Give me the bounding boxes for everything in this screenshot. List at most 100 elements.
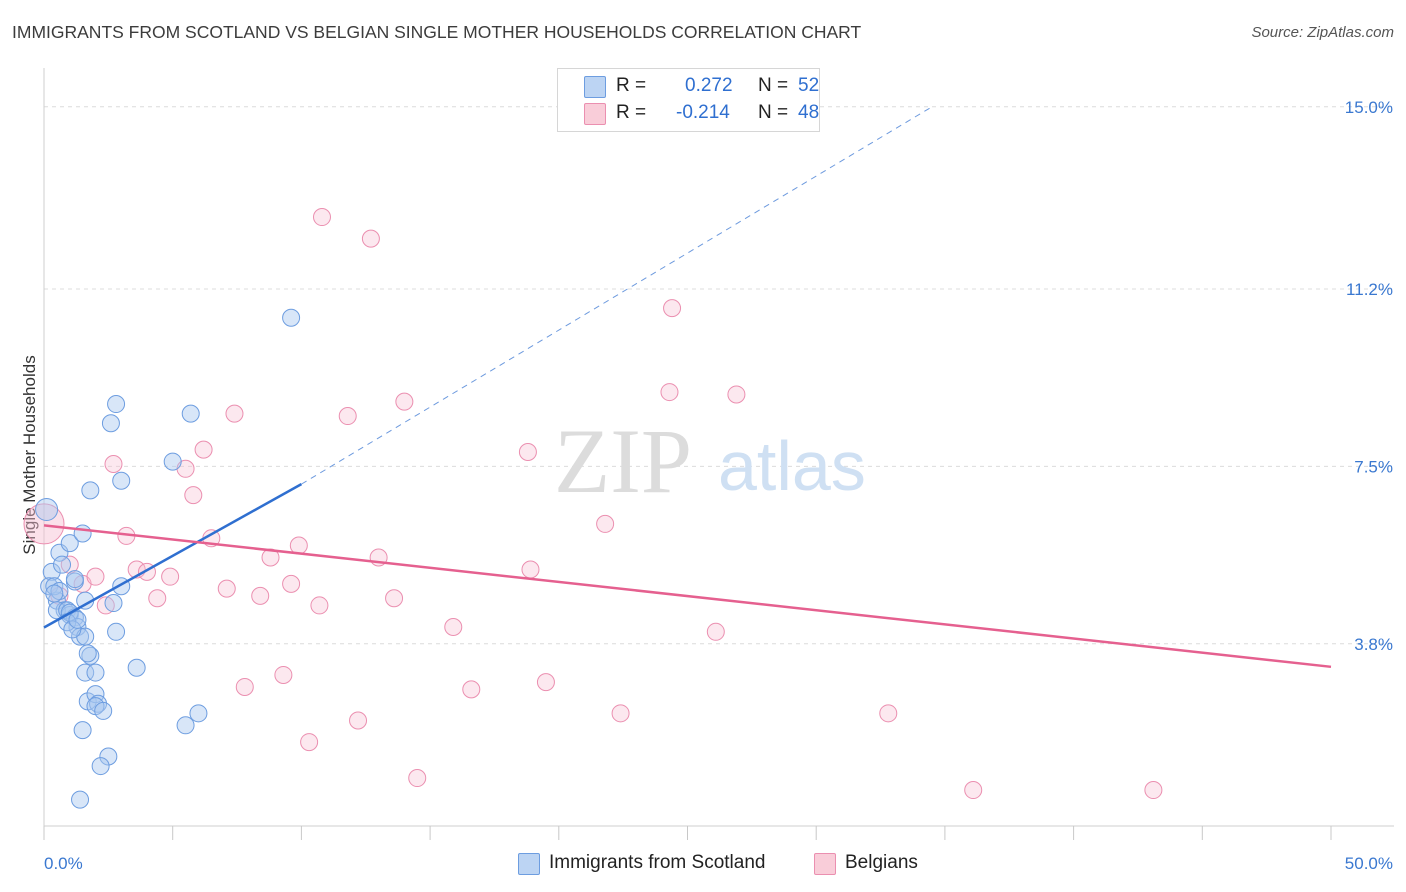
belgians-point [312, 208, 331, 227]
scotland-point [73, 721, 92, 740]
belgians-point [964, 781, 983, 800]
bottom-legend-label: Immigrants from Scotland [549, 852, 766, 873]
scotland-point [71, 790, 90, 809]
belgians-point [289, 536, 308, 555]
belgians-point [23, 503, 65, 545]
belgians-point [251, 586, 270, 605]
belgians-point [596, 514, 615, 533]
belgians-point [349, 711, 368, 730]
scotland-point [107, 622, 126, 641]
scotland-point [101, 414, 120, 433]
scotland-point [63, 620, 82, 639]
scotland-trend-line [43, 483, 303, 629]
belgians-point [261, 548, 280, 567]
x-tick-label: 50.0% [1345, 854, 1393, 873]
belgians-point [395, 392, 414, 411]
scotland-point [73, 524, 92, 543]
scotland-point [42, 562, 61, 581]
scotland-point [45, 584, 64, 603]
belgians-point [235, 677, 254, 696]
legend-n-label: N = [758, 75, 789, 96]
belgians-point [310, 596, 329, 615]
belgians-point [1144, 781, 1163, 800]
scotland-point [181, 404, 200, 423]
belgians-point [86, 567, 105, 586]
y-tick-label: 11.2% [1346, 280, 1393, 299]
belgians-point [104, 454, 123, 473]
belgians-point [148, 589, 167, 608]
scotland-swatch [584, 76, 606, 98]
correlation-legend: R = 0.272 N = 52 R = -0.214 N = 48 [557, 68, 820, 132]
belgians-point [282, 574, 301, 593]
legend-r-label: R = [616, 75, 647, 96]
scotland-point [99, 747, 118, 766]
scotland-point [78, 644, 97, 663]
belgians-point [274, 665, 293, 684]
scotland-point [65, 570, 84, 589]
scotland-point [91, 757, 110, 776]
y-tick-label: 15.0% [1345, 98, 1393, 117]
belgians-point [518, 443, 537, 461]
scotland-point [176, 716, 195, 735]
watermark: ZIP atlas [554, 410, 866, 512]
belgians-point [217, 579, 236, 598]
scotland-point [35, 498, 59, 522]
belgians-point [706, 622, 725, 641]
scotland-point [189, 704, 208, 723]
y-tick-label: 3.8% [1354, 635, 1393, 654]
scotland-swatch [518, 853, 540, 875]
scotland-point [76, 663, 95, 682]
belgians-trend-line [43, 524, 1332, 669]
gridlines [44, 106, 1394, 645]
belgians-point [60, 555, 79, 574]
watermark-atlas: atlas [718, 427, 866, 505]
belgians-point [385, 589, 404, 608]
scotland-points [35, 308, 301, 809]
scotland-point [104, 594, 123, 613]
legend-n-label: N = [758, 102, 789, 123]
bottom-legend-label: Belgians [845, 852, 918, 873]
scotland-point [81, 646, 100, 665]
legend-r-value: 0.272 [685, 75, 733, 96]
scotland-point [127, 658, 146, 677]
y-tick-label: 7.5% [1354, 457, 1393, 476]
scotland-point [112, 471, 131, 490]
belgians-point [194, 440, 213, 459]
belgians-point [444, 618, 463, 637]
belgians-swatch [814, 853, 836, 875]
legend-n-value: 48 [798, 102, 820, 123]
belgians-point [300, 733, 319, 752]
belgians-point [536, 673, 555, 692]
watermark-zip: ZIP [554, 410, 692, 512]
scotland-point [68, 610, 87, 629]
chart-title: IMMIGRANTS FROM SCOTLAND VS BELGIAN SING… [12, 22, 862, 42]
belgians-point [184, 486, 203, 505]
belgians-point [462, 680, 481, 699]
belgians-point [161, 567, 180, 586]
scotland-point [107, 395, 126, 414]
scotland-trend-extension [301, 106, 933, 485]
belgians-point [338, 407, 357, 426]
legend-r-label: R = [616, 102, 647, 123]
belgians-point [663, 299, 682, 318]
belgians-point [225, 404, 244, 423]
scotland-point [45, 577, 64, 596]
belgians-points [23, 208, 1163, 800]
scotland-point [81, 481, 100, 500]
belgians-point [361, 229, 380, 248]
axes [43, 68, 1394, 840]
source-label: Source: ZipAtlas.com [1251, 24, 1394, 41]
belgians-point [727, 385, 746, 404]
x-tick-label: 0.0% [44, 854, 83, 873]
belgians-point [408, 769, 427, 788]
scotland-point [53, 555, 72, 574]
legend-r-value: -0.214 [676, 102, 730, 123]
belgians-swatch [584, 103, 606, 125]
scotland-point [163, 452, 182, 471]
scotland-point [60, 534, 79, 553]
scotland-point [282, 308, 301, 327]
trend-lines [43, 106, 1332, 669]
scotland-point [50, 582, 69, 601]
scotland-point [86, 663, 105, 682]
